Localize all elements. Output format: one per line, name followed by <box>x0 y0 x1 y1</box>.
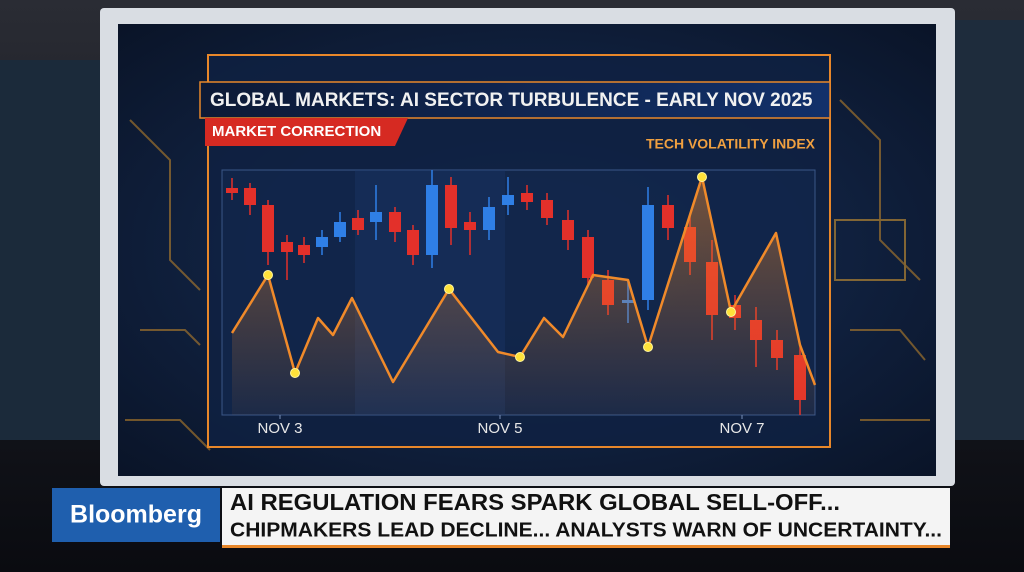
subtitle-tag <box>205 118 408 146</box>
candle-body <box>642 205 654 300</box>
side-screen-right <box>950 20 1024 440</box>
candle-body <box>562 220 574 240</box>
candle-body <box>521 193 533 202</box>
candle-body <box>582 237 594 278</box>
overlay-area <box>232 177 815 415</box>
candle-body <box>445 185 457 228</box>
candle-body <box>281 242 293 252</box>
candle-body <box>370 212 382 222</box>
candle-body <box>426 185 438 255</box>
candle-body <box>298 245 310 255</box>
candle-body <box>316 237 328 247</box>
x-tick-label: NOV 5 <box>477 420 522 437</box>
overlay-highlight <box>290 368 300 378</box>
candle-body <box>262 205 274 252</box>
brand-box <box>52 488 220 542</box>
candle-body <box>662 205 674 228</box>
candle-body <box>352 218 364 230</box>
candle-body <box>226 188 238 193</box>
chart-subtitle: MARKET CORRECTION <box>212 123 381 140</box>
candle-body <box>407 230 419 255</box>
candle-body <box>464 222 476 230</box>
candle-body <box>502 195 514 205</box>
candle-body <box>483 207 495 230</box>
plot: NOV 3 NOV 5 NOV 7 <box>226 170 817 437</box>
subline: CHIPMAKERS LEAD DECLINE... ANALYSTS WARN… <box>230 519 942 541</box>
overlay-highlight <box>263 270 273 280</box>
headline-bar <box>222 488 950 548</box>
chart-title: GLOBAL MARKETS: AI SECTOR TURBULENCE - E… <box>210 90 813 111</box>
x-tick-label: NOV 3 <box>257 420 302 437</box>
headline-underline <box>222 545 950 548</box>
candle-body <box>541 200 553 218</box>
overlay-highlight <box>515 352 525 362</box>
candle-body <box>334 222 346 237</box>
overlay-highlight <box>444 284 454 294</box>
overlay-highlight <box>697 172 707 182</box>
brand: Bloomberg <box>70 501 202 529</box>
overlay-highlight <box>643 342 653 352</box>
candle-body <box>389 212 401 232</box>
circuit-decoration <box>125 99 930 451</box>
overlay-highlight <box>726 307 736 317</box>
side-screen-left <box>0 60 105 440</box>
overlay-line <box>230 175 817 386</box>
title-bar <box>199 81 831 119</box>
x-tick-label: NOV 7 <box>719 420 764 437</box>
overlay-label: TECH VOLATILITY INDEX <box>646 136 816 152</box>
candle-body <box>244 188 256 205</box>
headline: AI REGULATION FEARS SPARK GLOBAL SELL-OF… <box>230 489 840 515</box>
